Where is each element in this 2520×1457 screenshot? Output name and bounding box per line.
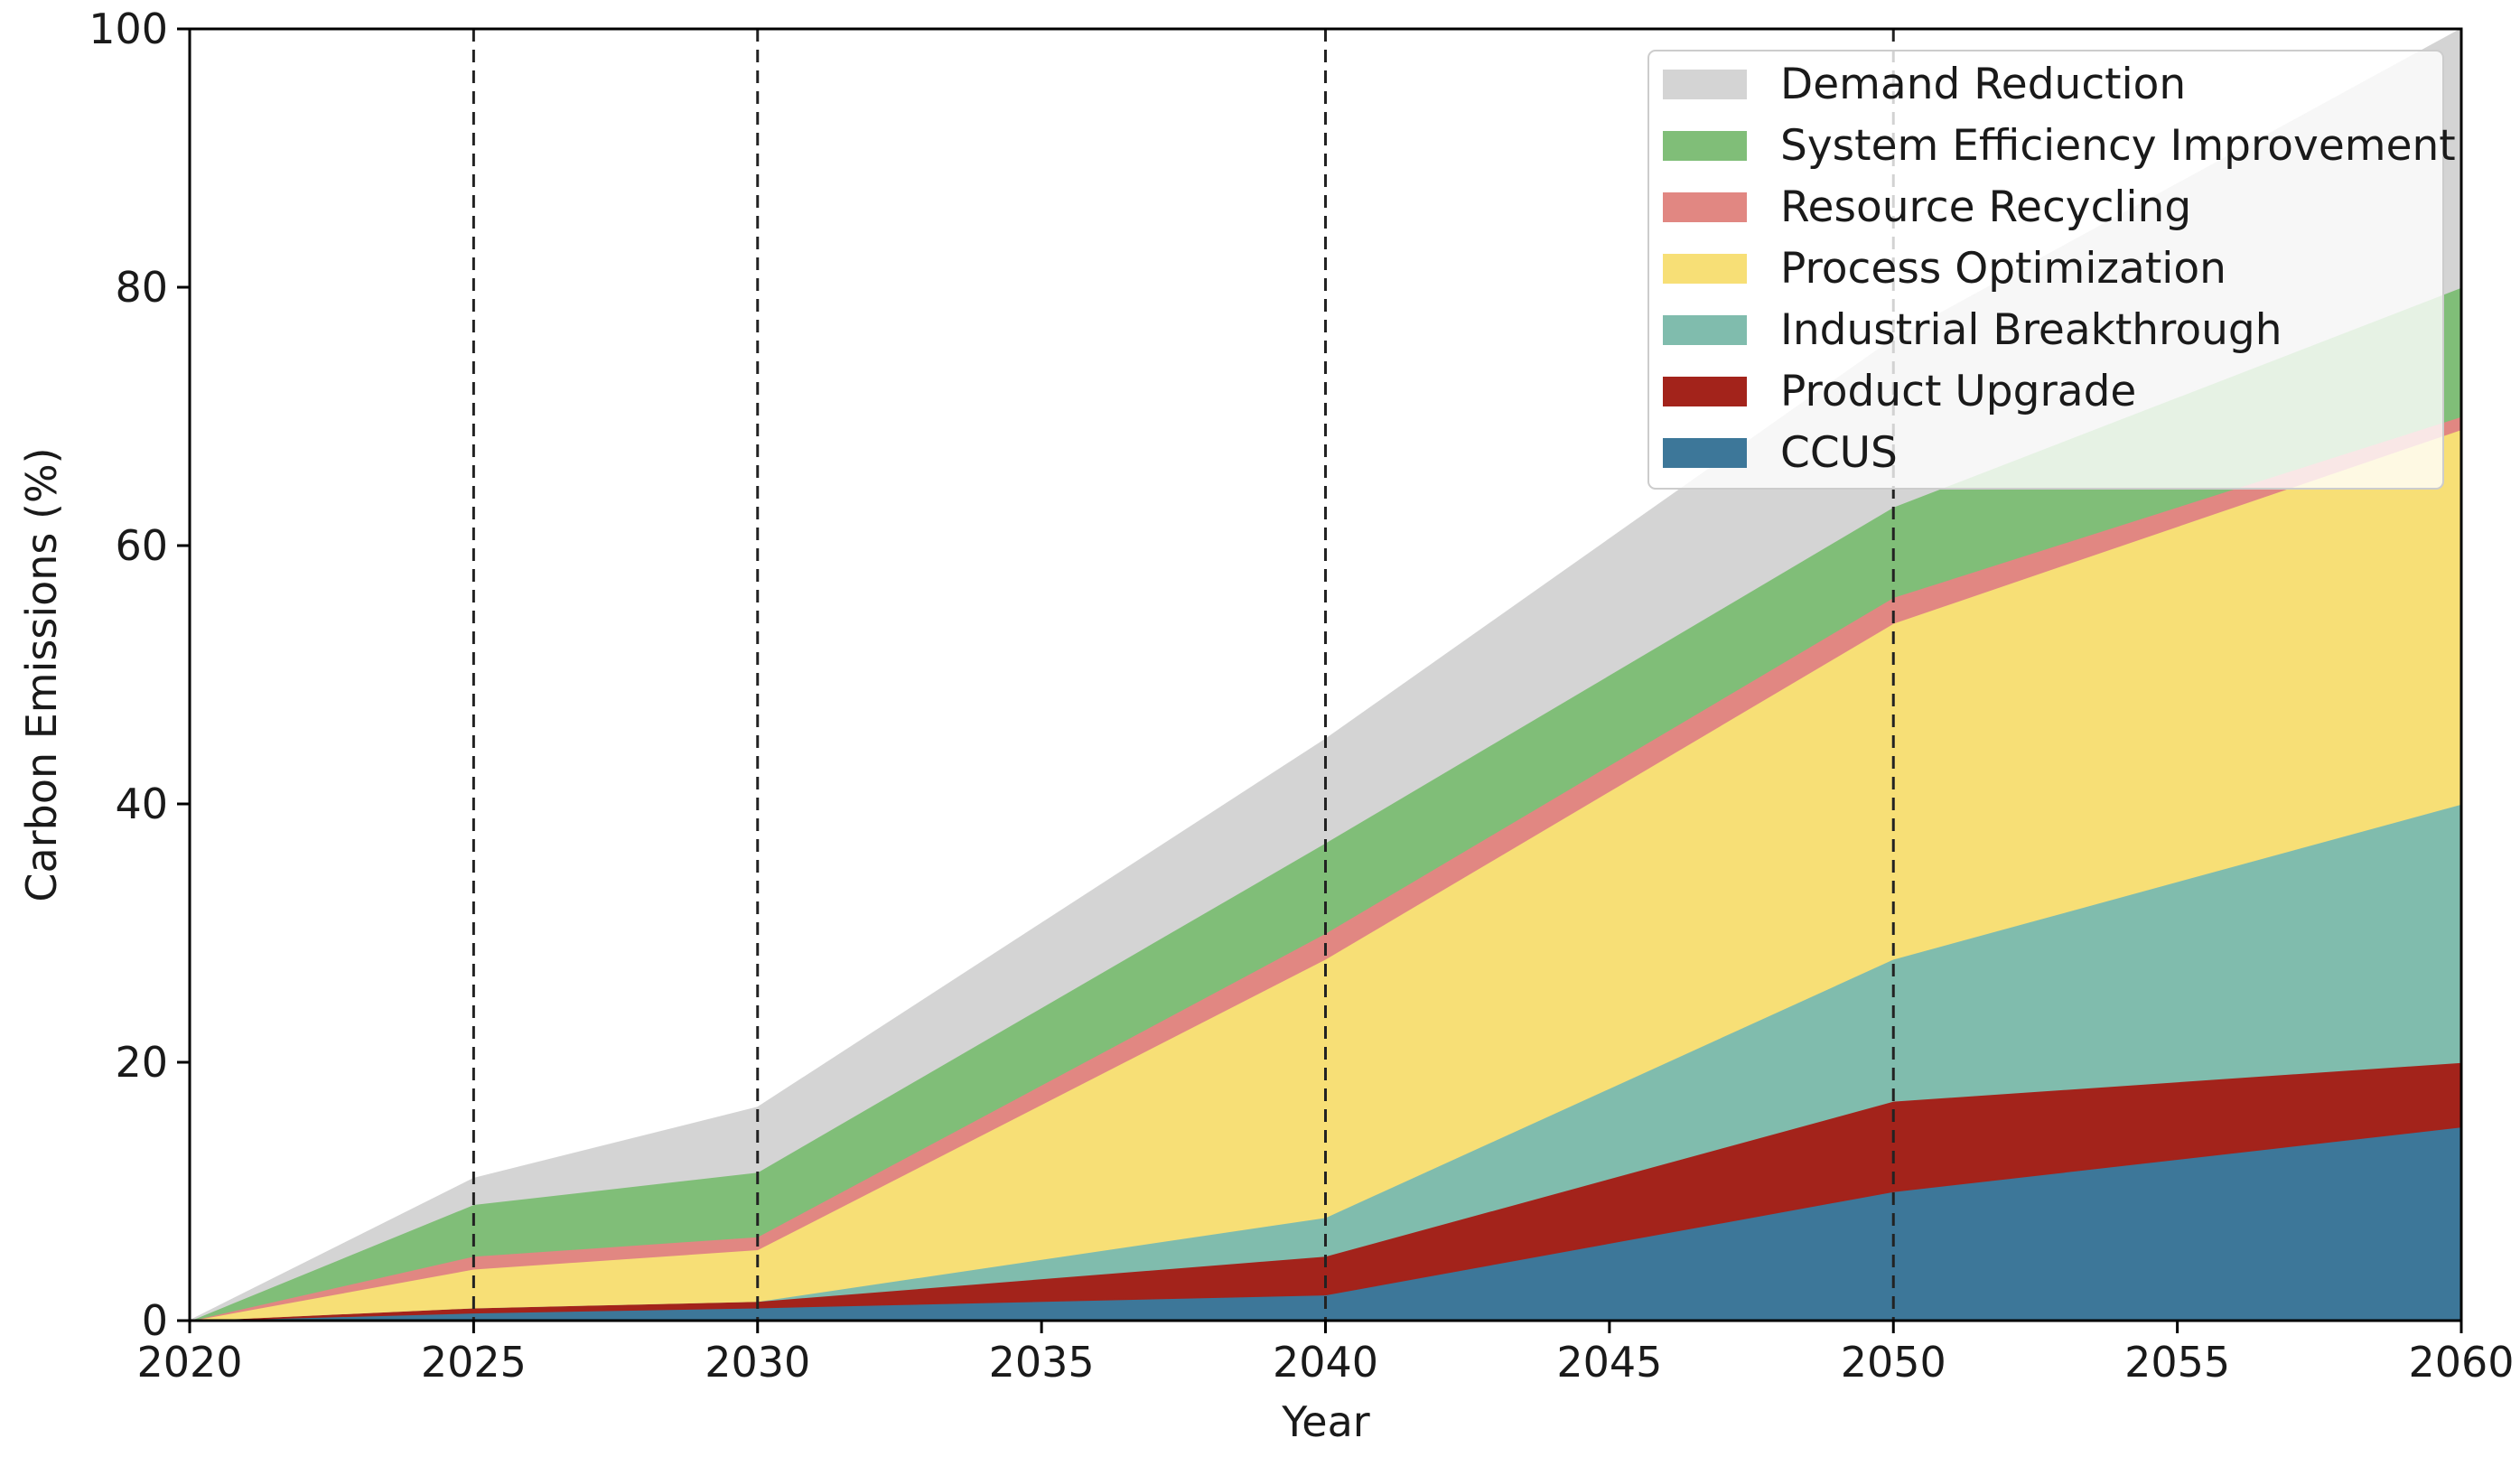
legend-swatch-resource-recycling <box>1663 192 1747 222</box>
x-tick-label-2055: 2055 <box>2124 1338 2230 1387</box>
legend-label-industrial-breakthrough: Industrial Breakthrough <box>1780 305 2282 355</box>
legend-swatch-process-optimization <box>1663 254 1747 284</box>
y-axis-label: Carbon Emissions (%) <box>17 447 66 901</box>
y-tick-label-100: 100 <box>89 5 168 53</box>
y-tick-label-60: 60 <box>115 521 168 570</box>
legend-label-resource-recycling: Resource Recycling <box>1780 182 2191 232</box>
legend-label-product-upgrade: Product Upgrade <box>1780 367 2136 416</box>
legend-swatch-ccus <box>1663 438 1747 468</box>
legend-items: Demand Reduction System Efficiency Improv… <box>1663 60 2456 478</box>
legend-swatch-product-upgrade <box>1663 377 1747 406</box>
legend: Demand Reduction System Efficiency Improv… <box>1647 50 2456 490</box>
legend-swatch-system-efficiency-improvement <box>1663 131 1747 161</box>
y-tick-label-80: 80 <box>115 263 168 312</box>
legend-label-ccus: CCUS <box>1780 428 1898 478</box>
legend-swatch-demand-reduction <box>1663 70 1747 99</box>
x-tick-label-2050: 2050 <box>1841 1338 1946 1387</box>
y-tick-label-20: 20 <box>115 1038 168 1087</box>
legend-label-system-efficiency-improvement: System Efficiency Improvement <box>1780 121 2456 171</box>
x-tick-label-2040: 2040 <box>1273 1338 1378 1387</box>
y-tick-label-40: 40 <box>115 780 168 828</box>
x-tick-label-2045: 2045 <box>1556 1338 1662 1387</box>
x-tick-label-2025: 2025 <box>421 1338 527 1387</box>
legend-swatch-industrial-breakthrough <box>1663 315 1747 345</box>
x-tick-label-2060: 2060 <box>2408 1338 2514 1387</box>
legend-label-demand-reduction: Demand Reduction <box>1780 60 2186 109</box>
x-tick-label-2035: 2035 <box>989 1338 1095 1387</box>
x-axis-label: Year <box>1281 1397 1369 1446</box>
ticks-layer: 2020 2025 2030 2035 2040 2045 2050 2055 20600204… <box>89 5 2514 1387</box>
x-tick-label-2030: 2030 <box>705 1338 810 1387</box>
legend-label-process-optimization: Process Optimization <box>1780 244 2226 294</box>
x-tick-label-2020: 2020 <box>136 1338 242 1387</box>
y-tick-label-0: 0 <box>142 1296 168 1345</box>
legend-box <box>1647 50 2444 490</box>
